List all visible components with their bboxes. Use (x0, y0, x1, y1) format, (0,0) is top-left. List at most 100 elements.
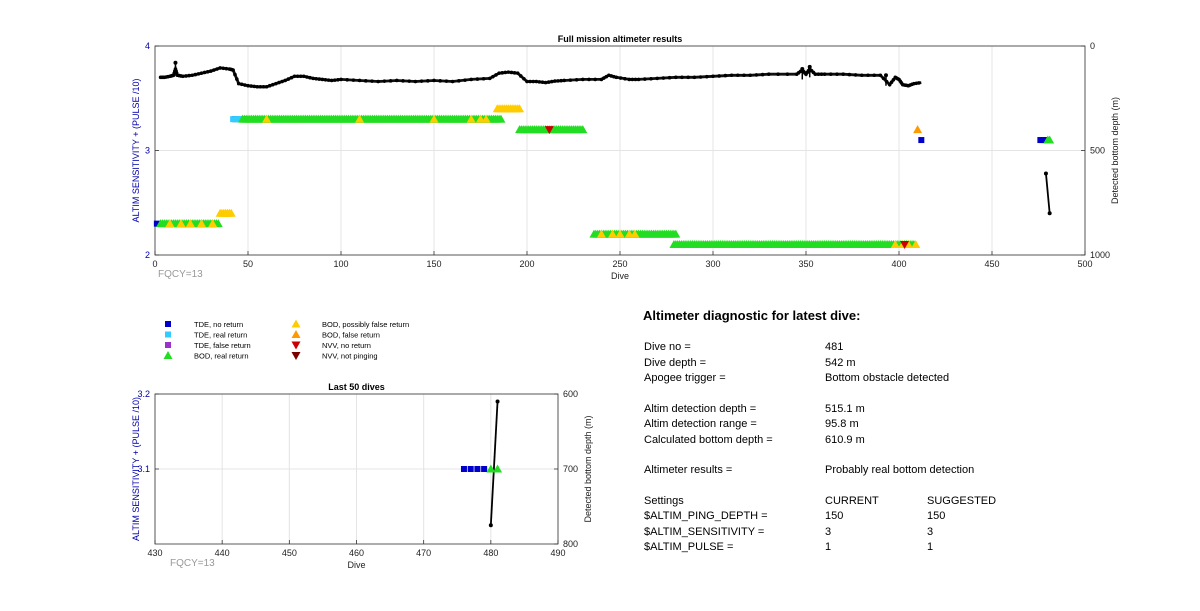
setting-name: $ALTIM_PULSE = (644, 541, 734, 553)
setting-row-ping-depth: $ALTIM_PING_DEPTH = 150 150 (643, 510, 1183, 526)
bottom-depth-point (450, 79, 455, 84)
legend-marker (291, 352, 301, 360)
latest-dive-depth-line (489, 401, 499, 526)
bottom-depth-point (593, 77, 597, 82)
bottom-depth-point (736, 73, 740, 78)
bottom-depth-point (271, 82, 275, 87)
bottom-depth-point (776, 72, 780, 77)
x-tick-label: 460 (349, 548, 364, 558)
bottom-depth-point (515, 71, 520, 75)
x-tick-label: 50 (243, 259, 253, 269)
setting-current: 1 (825, 541, 832, 553)
bottom-depth-point (829, 72, 833, 77)
bottom-depth-point (236, 81, 241, 86)
marker-tde-no-return (153, 220, 160, 227)
bottom-depth-point (469, 77, 474, 82)
bottom-depth-point (202, 70, 207, 75)
bottom-depth-point (692, 75, 697, 80)
bottom-depth-point (295, 74, 300, 79)
bottom-depth-point (426, 79, 430, 83)
chart-title: Last 50 dives (328, 382, 385, 392)
bottom-depth-point (224, 66, 229, 71)
bottom-depth-point (457, 79, 461, 83)
bottom-depth-point (866, 73, 870, 78)
bottom-depth-point (667, 75, 672, 80)
bottom-depth-point (500, 71, 505, 75)
bottom-depth-point (413, 79, 418, 84)
bottom-depth-point (323, 77, 328, 82)
marker-nvv-no-return (544, 126, 554, 135)
legend-label: NVV, no return (322, 341, 371, 350)
x-axis-label: Dive (347, 560, 365, 570)
bottom-depth-point (240, 82, 244, 87)
bottom-depth-point (491, 74, 495, 79)
apogee-label: Apogee trigger = (644, 372, 726, 384)
bottom-depth-point (686, 75, 690, 80)
y-tick-label: 3 (145, 146, 150, 156)
bottom-depth-spike-point (173, 60, 178, 65)
bottom-depth-point (317, 77, 322, 81)
marker-bod-possibly-false-return (481, 114, 491, 123)
bottom-depth-point (444, 79, 449, 83)
marker-tde-no-return (481, 466, 488, 472)
bottom-depth-point (463, 78, 467, 82)
bottom-depth-point (562, 78, 566, 83)
bottom-depth-point (581, 77, 585, 82)
altim-detection-depth-value: 515.1 m (825, 402, 865, 415)
bottom-depth-point (760, 72, 765, 77)
marker-tde-real-return (230, 116, 237, 123)
x-tick-label: 350 (798, 259, 813, 269)
bottom-depth-point (193, 72, 198, 77)
bottom-depth-point (181, 74, 185, 79)
marker-tde-no-return (460, 466, 467, 472)
setting-suggested: 1 (927, 541, 934, 553)
x-tick-label: 480 (483, 548, 498, 558)
bottom-depth-spike-point (807, 64, 812, 69)
bottom-depth-point (261, 84, 266, 89)
setting-suggested: 150 (927, 510, 946, 522)
bottom-depth-point (717, 74, 721, 78)
bottom-depth-point (748, 73, 752, 78)
x-tick-label: 440 (215, 548, 230, 558)
y2-axis-label: Detected bottom depth (m) (583, 415, 593, 522)
bottom-depth-point (587, 77, 591, 82)
latest-dive-depth-line (1045, 173, 1051, 214)
bottom-depth-point (215, 67, 219, 71)
y-axis-label: ALTIM SENSITIVITY + (PULSE /10) (131, 397, 141, 541)
x-tick-label: 500 (1077, 259, 1092, 269)
bottom-depth-point (553, 79, 557, 83)
bottom-depth-point (835, 72, 839, 77)
bottom-depth-point (407, 79, 412, 83)
y-tick-label: 3.1 (137, 464, 150, 474)
setting-current: 150 (825, 510, 844, 522)
bottom-depth-point (280, 79, 284, 84)
marker-bod-possibly-false-return (226, 208, 236, 217)
bottom-depth-point (819, 72, 824, 77)
bottom-depth-point (649, 76, 653, 81)
y2-tick-label: 0 (1090, 41, 1095, 51)
setting-name: $ALTIM_PING_DEPTH = (644, 510, 768, 522)
bottom-depth-point (395, 78, 399, 83)
setting-row-sensitivity: $ALTIM_SENSITIVITY = 3 3 (643, 526, 1183, 542)
marker-bod-possibly-false-return (596, 229, 606, 238)
bottom-depth-point (822, 72, 827, 77)
bottom-depth-point (917, 81, 921, 85)
bottom-depth-point (264, 84, 269, 89)
bottom-depth-point (196, 72, 201, 76)
bottom-depth-point (623, 76, 627, 81)
setting-suggested: 3 (927, 525, 934, 538)
legend-marker (291, 319, 301, 328)
bottom-depth-point (618, 76, 623, 80)
current-header: CURRENT (825, 494, 879, 507)
altimeter-diagnostic-panel: Altimeter diagnostic for latest dive: Di… (643, 300, 1183, 557)
bottom-depth-spike-point (800, 66, 805, 71)
x-axis-label: Dive (611, 271, 629, 281)
bottom-depth-point (528, 79, 532, 84)
legend-marker (291, 341, 301, 350)
settings-label: Settings (644, 494, 684, 507)
bottom-depth-point (190, 73, 194, 78)
marker-bod-real-return (1045, 135, 1055, 144)
bottom-depth-point (841, 72, 845, 77)
